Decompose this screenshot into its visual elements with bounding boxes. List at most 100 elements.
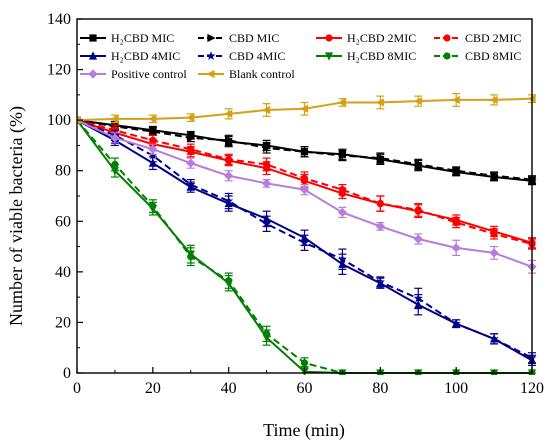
legend-swatch-marker [443,34,451,42]
data-point [261,105,271,115]
legend-item: H₂CBD 8MIC [316,49,416,63]
data-point [375,98,384,107]
data-point [338,151,348,160]
x-tick-label: 0 [73,380,81,397]
data-point [413,293,423,303]
data-point [186,179,196,189]
legend: H₂CBD MIC CBD MIC H₂CBD 2MIC CBD 2MIC H₂CBD … [80,31,521,81]
data-point [187,253,195,261]
y-tick-label: 120 [47,62,71,79]
data-point [149,127,158,136]
data-point [262,219,272,228]
x-tick-label: 40 [221,380,237,397]
data-point [375,277,385,286]
data-point [490,171,499,180]
data-point [413,234,423,244]
data-point [148,158,157,167]
y-tick-label: 40 [55,264,71,281]
legend-item: Positive control [80,67,187,81]
data-point [299,237,310,247]
data-point [451,318,461,328]
x-tick-label: 80 [372,380,388,397]
data-point [337,207,348,218]
data-point [111,160,119,168]
data-point [451,95,460,105]
legend-item: CBD 4MIC [198,49,285,63]
data-point [337,98,347,107]
data-point [452,218,460,227]
y-tick-label: 80 [55,163,71,180]
data-point [110,114,119,123]
data-point [262,143,272,153]
legend-label: CBD MIC [229,31,279,45]
data-point [299,104,309,113]
x-axis-label: Time (min) [263,420,345,441]
x-tick-label: 100 [444,380,468,397]
data-point [149,202,157,210]
plot-area [77,92,537,375]
legend-item: CBD 8MIC [434,49,521,63]
series-6 [77,115,537,364]
data-point [376,153,385,163]
data-point [489,248,499,258]
legend-swatch-marker [325,34,333,42]
data-point [489,334,499,343]
legend-swatch-marker [206,51,216,60]
data-point [300,359,309,367]
legend-label: H₂CBD 8MIC [347,49,416,63]
legend-swatch-marker [88,51,98,60]
data-point [414,206,422,214]
series-4 [77,116,536,250]
legend-swatch-marker [88,69,98,79]
data-point [224,109,233,118]
data-point [187,145,195,153]
y-axis-label: Number of viable bacteria (%) [6,106,27,326]
y-tick-label: 140 [47,11,71,28]
y-tick-label: 100 [47,112,71,129]
data-point [299,185,310,195]
y-tick-label: 60 [55,213,71,230]
legend-item: Blank control [198,67,295,81]
legend-label: CBD 4MIC [229,49,285,63]
data-point [224,171,234,181]
legend-swatch-marker [324,52,334,61]
data-point [261,178,272,188]
data-point [186,113,195,122]
data-point [149,136,157,144]
data-point [262,160,271,168]
data-point [187,133,196,142]
legend-item: CBD 2MIC [434,31,521,45]
x-tick-label: 20 [145,380,161,397]
legend-item: H₂CBD MIC [80,31,174,45]
legend-swatch-marker [206,69,215,79]
y-tick-label: 20 [55,314,71,331]
legend-item: H₂CBD 2MIC [316,31,416,45]
legend-swatch-marker [89,34,97,42]
y-tick-label: 0 [63,365,71,382]
series-10 [77,92,536,125]
data-point [489,95,498,105]
legend-item: CBD MIC [198,31,279,45]
legend-swatch-marker [443,52,451,60]
series-9 [77,115,537,274]
legend-label: H₂CBD 4MIC [111,49,180,63]
data-point [225,277,233,285]
data-point [262,330,271,338]
data-point [452,166,461,175]
data-point [300,147,310,156]
x-tick-label: 60 [297,380,313,397]
data-point [225,155,233,163]
data-point [148,114,157,123]
legend-label: Blank control [229,67,295,81]
data-point [300,174,309,182]
legend-label: H₂CBD 2MIC [347,31,416,45]
data-point [186,158,196,168]
legend-label: H₂CBD MIC [111,31,174,45]
data-point [148,150,158,160]
data-point [110,133,120,143]
legend-swatch-marker [207,33,216,43]
data-point [338,186,347,194]
data-point [225,136,234,145]
data-point [148,144,158,154]
